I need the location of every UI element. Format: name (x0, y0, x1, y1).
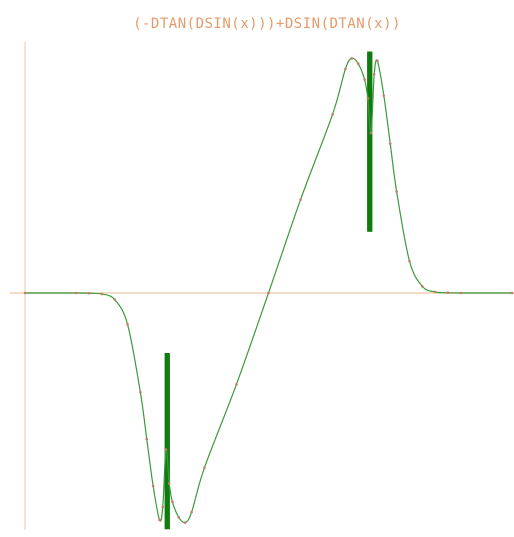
oscillation-band-negative (164, 353, 170, 530)
sample-point (356, 62, 360, 65)
function-curve (24, 57, 513, 524)
sample-point (203, 466, 206, 470)
sample-point (267, 291, 270, 295)
sample-point (433, 290, 437, 294)
sample-point (235, 383, 238, 386)
sample-point (177, 516, 181, 519)
sample-point (344, 67, 347, 71)
sample-point (420, 285, 424, 288)
sample-point (74, 291, 78, 295)
sample-point (190, 510, 193, 514)
sample-point (100, 292, 104, 296)
sample-point (350, 57, 354, 60)
sample-point (164, 448, 168, 451)
sample-point (363, 78, 366, 81)
sample-point (167, 482, 171, 485)
sample-point (382, 94, 386, 97)
sample-point (183, 521, 187, 524)
sample-point (171, 500, 174, 503)
sample-point (161, 505, 165, 509)
sample-point (388, 142, 392, 145)
sample-point (139, 390, 142, 394)
sample-point (113, 298, 117, 301)
sample-point (366, 97, 370, 100)
sample-point (446, 291, 450, 295)
sample-point (23, 291, 27, 295)
sample-points (23, 57, 514, 524)
sample-point (510, 291, 514, 295)
sample-point (376, 59, 379, 63)
chart-title: (-DTAN(DSIN(x)))+DSIN(DTAN(x)) (133, 16, 401, 32)
sample-point (299, 198, 302, 201)
sample-point (408, 259, 411, 263)
sample-point (87, 291, 91, 295)
sample-point (459, 291, 463, 295)
sample-point (395, 190, 398, 193)
sample-point (158, 518, 161, 522)
sample-point (126, 323, 129, 326)
sample-point (145, 437, 149, 441)
oscillation-band-positive (367, 51, 373, 232)
sample-point (372, 73, 376, 76)
sample-point (369, 131, 373, 135)
sample-point (151, 484, 155, 488)
sample-point (331, 113, 334, 116)
